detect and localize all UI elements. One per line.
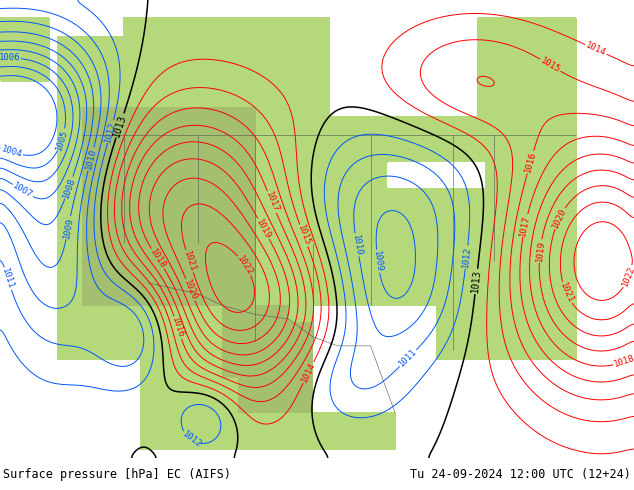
Text: 1011: 1011 — [1, 267, 15, 290]
Text: 1005: 1005 — [55, 128, 70, 151]
Text: 1012: 1012 — [461, 246, 472, 269]
Text: 1021: 1021 — [182, 249, 197, 273]
Text: 1022: 1022 — [620, 265, 634, 288]
Text: Surface pressure [hPa] EC (AIFS): Surface pressure [hPa] EC (AIFS) — [3, 467, 231, 481]
Text: 1015: 1015 — [539, 56, 562, 74]
Text: 1012: 1012 — [180, 430, 203, 450]
Text: 1010: 1010 — [351, 234, 363, 256]
Text: 1020: 1020 — [182, 278, 198, 301]
Text: 1006: 1006 — [0, 53, 20, 63]
Text: 1018: 1018 — [148, 247, 167, 270]
Text: 1019: 1019 — [534, 240, 546, 262]
Text: 1016: 1016 — [170, 316, 186, 339]
Text: 1021: 1021 — [558, 281, 574, 304]
Text: 1020: 1020 — [551, 207, 568, 230]
Text: 1009: 1009 — [62, 216, 75, 239]
Text: 1008: 1008 — [61, 176, 77, 199]
Text: 1015: 1015 — [296, 224, 312, 247]
Text: 1013: 1013 — [112, 113, 128, 138]
Text: 1014: 1014 — [585, 41, 607, 58]
Text: 1012: 1012 — [103, 120, 118, 143]
Text: 1014: 1014 — [300, 361, 317, 384]
Text: 1022: 1022 — [235, 254, 255, 277]
Text: 1016: 1016 — [523, 150, 538, 174]
Text: 1017: 1017 — [264, 191, 280, 214]
Text: 1018: 1018 — [613, 353, 634, 369]
Text: 1009: 1009 — [372, 250, 384, 272]
Text: 1004: 1004 — [0, 144, 23, 159]
Text: 1017: 1017 — [519, 214, 532, 237]
Text: 1011: 1011 — [398, 347, 419, 369]
Text: 1010: 1010 — [84, 147, 98, 171]
Text: 1007: 1007 — [11, 181, 34, 200]
Text: 1019: 1019 — [254, 217, 273, 240]
Text: Tu 24-09-2024 12:00 UTC (12+24): Tu 24-09-2024 12:00 UTC (12+24) — [410, 467, 631, 481]
Text: 1013: 1013 — [470, 269, 482, 294]
